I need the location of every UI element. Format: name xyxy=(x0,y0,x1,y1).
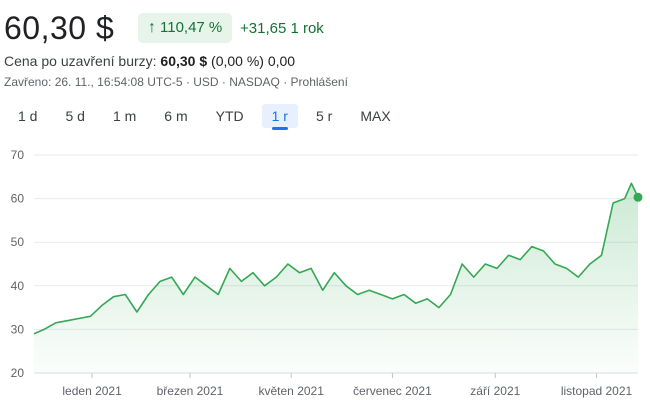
price-chart[interactable]: 20 30 40 50 60 70 leden 2021 březen 2021 květen … xyxy=(0,140,650,407)
range-tab-ytd[interactable]: YTD xyxy=(215,108,244,124)
after-hours-abs: 0,00 xyxy=(267,53,296,69)
x-tick-label-5: listopad 2021 xyxy=(561,384,633,398)
range-tab-6m[interactable]: 6 m xyxy=(164,108,188,124)
range-tab-5r[interactable]: 5 r xyxy=(315,108,333,124)
price-line xyxy=(33,182,639,335)
y-tick-label-50: 50 xyxy=(11,235,25,249)
range-tab-1r[interactable]: 1 r xyxy=(261,104,298,130)
x-tick-label-0: leden 2021 xyxy=(62,384,122,398)
y-tick-label-70: 70 xyxy=(11,148,25,162)
change-percent-badge: ↑ 110,47 % xyxy=(138,13,233,43)
x-tick-label-3: červenec 2021 xyxy=(353,384,432,398)
y-tick-label-40: 40 xyxy=(11,279,25,293)
range-tab-max[interactable]: MAX xyxy=(360,108,391,124)
range-tab-1d[interactable]: 1 d xyxy=(18,108,38,124)
x-tick-label-1: březen 2021 xyxy=(157,384,224,398)
stock-price: 60,30 $ xyxy=(4,10,115,46)
range-selector: 1 d 5 d 1 m 6 m YTD 1 r 5 r MAX xyxy=(8,104,409,130)
after-hours-row: Cena po uzavření burzy: 60,30 $ (0,00 %)… xyxy=(4,53,295,69)
y-tick-label-30: 30 xyxy=(11,322,25,336)
after-hours-price: 60,30 $ xyxy=(160,53,208,69)
change-percent: 110,47 % xyxy=(160,19,223,36)
y-tick-label-60: 60 xyxy=(11,192,25,206)
last-price-dot xyxy=(633,192,643,202)
change-absolute: +31,65 1 rok xyxy=(240,20,324,37)
x-tick-label-4: září 2021 xyxy=(470,384,520,398)
price-area-fill xyxy=(34,183,638,373)
market-meta: Zavřeno: 26. 11., 16:54:08 UTC-5 · USD ·… xyxy=(4,75,348,89)
after-hours-percent: (0,00 %) xyxy=(211,53,264,69)
arrow-up-icon: ↑ xyxy=(148,19,156,36)
after-hours-label: Cena po uzavření burzy: xyxy=(4,53,157,69)
range-tab-5d[interactable]: 5 d xyxy=(65,108,85,124)
x-tick-label-2: květen 2021 xyxy=(259,384,325,398)
y-tick-label-20: 20 xyxy=(11,366,25,380)
range-tab-1m[interactable]: 1 m xyxy=(112,108,137,124)
